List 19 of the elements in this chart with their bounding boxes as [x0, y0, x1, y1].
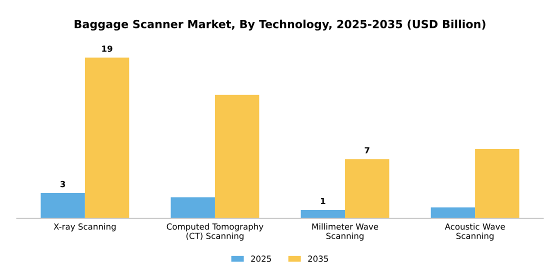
bar — [214, 94, 260, 218]
bar — [300, 210, 346, 218]
bar — [430, 207, 476, 218]
data-label: 7 — [364, 147, 370, 154]
bar — [475, 149, 520, 218]
legend-label: 2025 — [251, 256, 271, 262]
data-label: 1 — [320, 198, 326, 204]
bar — [345, 159, 390, 218]
x-tick-label: Millimeter Wave Scanning — [312, 223, 378, 241]
bar — [84, 58, 130, 218]
chart-title: Baggage Scanner Market, By Technology, 2025-2035 (USD Billion) — [74, 20, 486, 31]
x-tick-label: Computed Tomography (CT) Scanning — [166, 223, 264, 241]
legend-label: 2035 — [308, 256, 328, 262]
x-tick-label: Acoustic Wave Scanning — [444, 223, 505, 241]
x-tick-label: X-ray Scanning — [54, 223, 116, 232]
bar — [170, 197, 215, 218]
data-label: 19 — [102, 46, 112, 52]
bar — [40, 193, 85, 218]
data-label: 3 — [60, 180, 66, 188]
